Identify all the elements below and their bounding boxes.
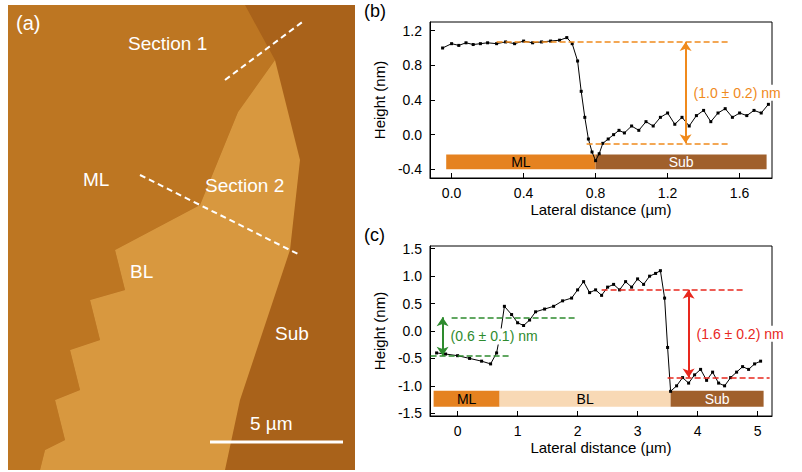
svg-text:BL: BL — [130, 261, 153, 282]
svg-text:(1.6 ± 0.2) nm: (1.6 ± 0.2) nm — [697, 326, 784, 342]
svg-text:2: 2 — [574, 423, 582, 439]
svg-text:3: 3 — [634, 423, 642, 439]
svg-text:BL: BL — [577, 391, 594, 407]
svg-text:Lateral distance (µm): Lateral distance (µm) — [530, 201, 671, 218]
svg-text:Sub: Sub — [705, 391, 730, 407]
svg-text:Section 2: Section 2 — [205, 175, 284, 196]
svg-text:Height (nm): Height (nm) — [371, 61, 388, 139]
svg-text:0.5: 0.5 — [403, 296, 423, 312]
svg-text:Lateral distance (µm): Lateral distance (µm) — [530, 439, 671, 456]
svg-text:0: 0 — [454, 423, 462, 439]
svg-text:0.4: 0.4 — [403, 92, 423, 108]
svg-text:Sub: Sub — [669, 154, 694, 170]
svg-text:Section 1: Section 1 — [128, 33, 207, 54]
svg-text:(1.0 ± 0.2) nm: (1.0 ± 0.2) nm — [694, 85, 781, 101]
svg-text:0.8: 0.8 — [403, 57, 423, 73]
svg-text:-1.0: -1.0 — [398, 378, 422, 394]
svg-text:-0.5: -0.5 — [398, 350, 422, 366]
svg-text:1: 1 — [514, 423, 522, 439]
svg-text:(c): (c) — [364, 225, 385, 245]
svg-text:1.5: 1.5 — [403, 241, 423, 257]
svg-text:Sub: Sub — [275, 323, 309, 344]
svg-text:ML: ML — [457, 391, 477, 407]
svg-text:0.8: 0.8 — [586, 185, 606, 201]
svg-text:(0.6 ± 0.1) nm: (0.6 ± 0.1) nm — [451, 328, 538, 344]
svg-text:0.0: 0.0 — [403, 323, 423, 339]
svg-text:4: 4 — [694, 423, 702, 439]
svg-text:5 µm: 5 µm — [250, 413, 293, 434]
svg-text:1.2: 1.2 — [658, 185, 678, 201]
svg-text:(a): (a) — [16, 12, 40, 34]
svg-text:1.6: 1.6 — [730, 185, 750, 201]
svg-text:ML: ML — [511, 154, 531, 170]
svg-text:Height (nm): Height (nm) — [371, 292, 388, 370]
svg-text:-0.4: -0.4 — [398, 161, 422, 177]
svg-text:ML: ML — [83, 169, 109, 190]
svg-text:-1.5: -1.5 — [398, 405, 422, 421]
svg-text:0.0: 0.0 — [442, 185, 462, 201]
svg-text:1.2: 1.2 — [403, 23, 423, 39]
svg-text:0.0: 0.0 — [403, 127, 423, 143]
svg-text:(b): (b) — [364, 1, 386, 21]
svg-text:5: 5 — [754, 423, 762, 439]
svg-text:0.4: 0.4 — [514, 185, 534, 201]
svg-text:1.0: 1.0 — [403, 268, 423, 284]
